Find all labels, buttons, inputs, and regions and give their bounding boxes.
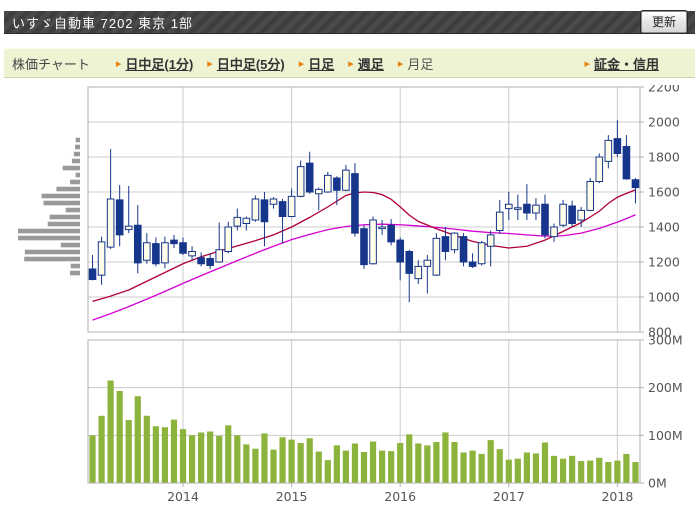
arrow-icon: ▸ [298, 57, 305, 70]
tab-intraday-5min[interactable]: ▸ 日中足(5分) [207, 54, 284, 73]
arrow-icon: ▸ [207, 57, 213, 70]
svg-text:0M: 0M [648, 476, 667, 491]
bar-label: 株価チャート [12, 56, 90, 72]
arrow-icon: ▸ [348, 57, 354, 70]
tab-daily[interactable]: ▸ 日足 [299, 54, 335, 73]
svg-text:1600: 1600 [648, 185, 680, 200]
svg-text:1000: 1000 [648, 290, 680, 305]
tab-intraday-1min[interactable]: ▸ 日中足(1分) [116, 54, 193, 73]
svg-text:1200: 1200 [648, 255, 680, 270]
svg-text:2016: 2016 [384, 489, 416, 504]
price-by-volume-bars [18, 137, 80, 276]
arrow-icon: ▸ [584, 57, 590, 70]
tab-intraday-5min-link[interactable]: 日中足(5分) [216, 56, 285, 72]
tab-weekly[interactable]: ▸ 週足 [348, 54, 384, 73]
panel-frames [87, 86, 641, 484]
refresh-button[interactable]: 更新 [639, 10, 689, 34]
svg-text:2200: 2200 [648, 85, 680, 95]
svg-text:2015: 2015 [276, 489, 308, 504]
stock-title: いすゞ自動車 7202 東京 1部 [12, 15, 193, 31]
volume-bars [89, 380, 639, 483]
svg-text:1400: 1400 [648, 220, 680, 235]
svg-text:300M: 300M [648, 333, 683, 348]
gridlines [88, 87, 640, 483]
chart-nav-bar: 株価チャート ▸ 日中足(1分) ▸ 日中足(5分) ▸ 日足 ▸ 週足 ▸ 月… [4, 48, 695, 78]
tab-weekly-link[interactable]: 週足 [357, 56, 384, 72]
svg-text:800: 800 [648, 325, 672, 340]
svg-text:200M: 200M [648, 380, 683, 395]
svg-text:1800: 1800 [648, 150, 680, 165]
title-bar: いすゞ自動車 7202 東京 1部 更新 [4, 10, 695, 34]
tab-monthly-active: ▸ 月足 [398, 54, 434, 73]
svg-text:2000: 2000 [648, 115, 680, 130]
tab-margin-credit-link[interactable]: 証金・信用 [593, 56, 659, 72]
svg-text:2018: 2018 [601, 489, 633, 504]
arrow-icon: ▸ [397, 57, 404, 70]
tab-daily-link[interactable]: 日足 [308, 56, 335, 72]
arrow-icon: ▸ [115, 57, 122, 70]
svg-text:2014: 2014 [167, 489, 199, 504]
svg-text:100M: 100M [648, 428, 683, 443]
tab-margin-credit[interactable]: ▸ 証金・信用 [584, 54, 659, 73]
tab-intraday-1min-link[interactable]: 日中足(1分) [125, 56, 194, 72]
svg-text:2017: 2017 [493, 489, 525, 504]
tab-monthly-label: 月足 [407, 56, 434, 72]
candlesticks [88, 120, 640, 303]
